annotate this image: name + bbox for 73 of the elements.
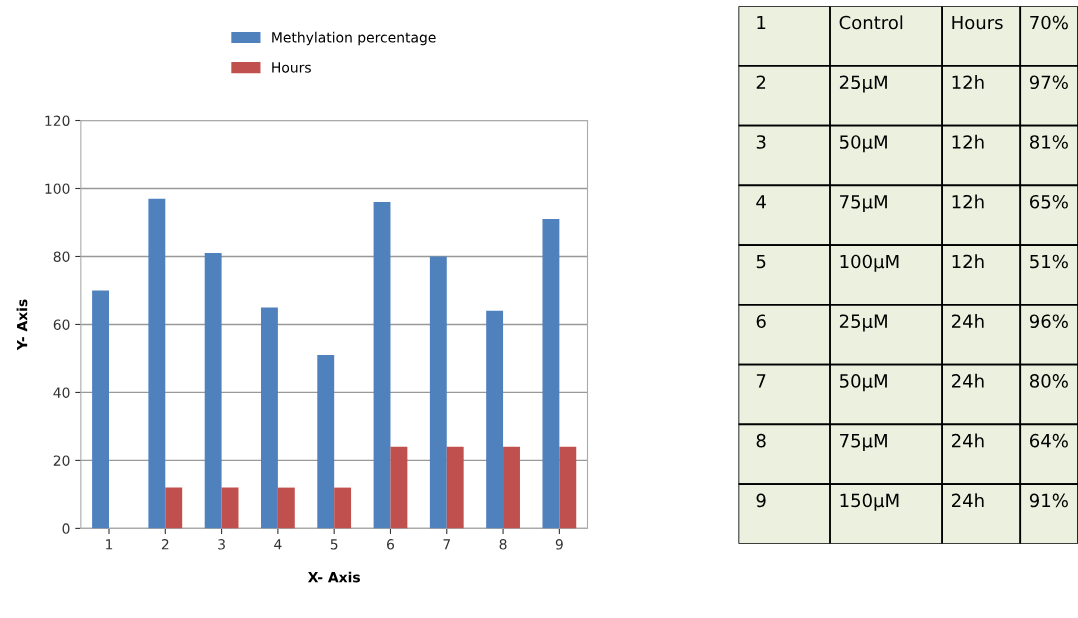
legend-label: Methylation percentage — [272, 31, 436, 46]
bar — [165, 487, 183, 529]
text: 70% — [1030, 15, 1068, 30]
text: 6 — [756, 314, 766, 329]
text: 3 — [756, 135, 766, 149]
x-tick-label: 4 — [274, 539, 282, 550]
bar — [261, 307, 278, 529]
y-tick-label: 100 — [45, 183, 70, 194]
bar — [204, 253, 222, 529]
text: 51% — [1030, 254, 1068, 269]
bar — [446, 446, 464, 529]
text: 1 — [757, 15, 766, 30]
text: 100µM — [840, 254, 899, 272]
text: 4 — [756, 195, 766, 209]
text: 50µM — [840, 135, 887, 153]
bar — [92, 290, 109, 529]
text: 97% — [1029, 75, 1068, 90]
text: 24h — [951, 433, 984, 448]
y-tick-label: 80 — [53, 251, 70, 262]
bar — [503, 446, 520, 529]
bar — [429, 256, 447, 529]
legend-label: Hours — [272, 62, 311, 73]
text: 75µM — [840, 195, 887, 213]
text: 24h — [951, 373, 984, 388]
text: 2 — [756, 75, 766, 89]
y-tick-label: 60 — [53, 319, 70, 330]
x-tick-label: 6 — [387, 539, 395, 550]
bar — [221, 487, 239, 529]
y-tick-label: 120 — [45, 115, 70, 126]
text: 7 — [756, 374, 766, 388]
text: 91% — [1029, 493, 1068, 508]
y-tick-label: 0 — [62, 523, 70, 534]
text: 12h — [952, 254, 984, 269]
text: 150µM — [840, 493, 899, 511]
text: 81% — [1029, 135, 1068, 149]
text: 75µM — [840, 434, 887, 452]
y-axis-title: Y- Axis — [16, 299, 28, 351]
x-tick-label: 8 — [499, 539, 507, 550]
text: 65% — [1030, 194, 1068, 209]
x-tick-label: 9 — [555, 539, 563, 550]
x-tick-label: 7 — [443, 539, 450, 550]
bar — [334, 487, 352, 529]
text: 64% — [1030, 433, 1068, 448]
bar — [277, 487, 295, 529]
text: 9 — [756, 493, 766, 508]
bar — [486, 310, 504, 529]
bar — [390, 446, 408, 529]
text: 50µM — [840, 374, 887, 392]
text: 12h — [952, 194, 984, 209]
y-tick-label: 20 — [53, 455, 70, 466]
x-axis-title: X- Axis — [307, 571, 360, 583]
x-tick-label: 3 — [218, 539, 225, 550]
text: 24h — [951, 493, 984, 507]
y-tick-label: 40 — [53, 387, 70, 398]
text: 96% — [1029, 314, 1068, 329]
bar — [542, 219, 560, 529]
text: Control — [839, 15, 903, 30]
text: Hours — [952, 15, 1003, 30]
text: 24h — [951, 314, 984, 328]
text: 80% — [1029, 374, 1068, 388]
text: 12h — [952, 134, 984, 149]
text: 12h — [952, 75, 984, 89]
text: 25µM — [839, 75, 887, 93]
x-tick-label: 1 — [106, 539, 113, 550]
text: 25µM — [839, 314, 887, 332]
text: 8 — [756, 433, 766, 448]
x-tick-label: 2 — [161, 539, 169, 550]
bar — [373, 202, 391, 529]
x-tick-label: 5 — [330, 539, 338, 550]
text: 5 — [756, 254, 766, 269]
bar — [317, 355, 335, 529]
bar — [559, 446, 577, 529]
bar — [148, 198, 166, 529]
